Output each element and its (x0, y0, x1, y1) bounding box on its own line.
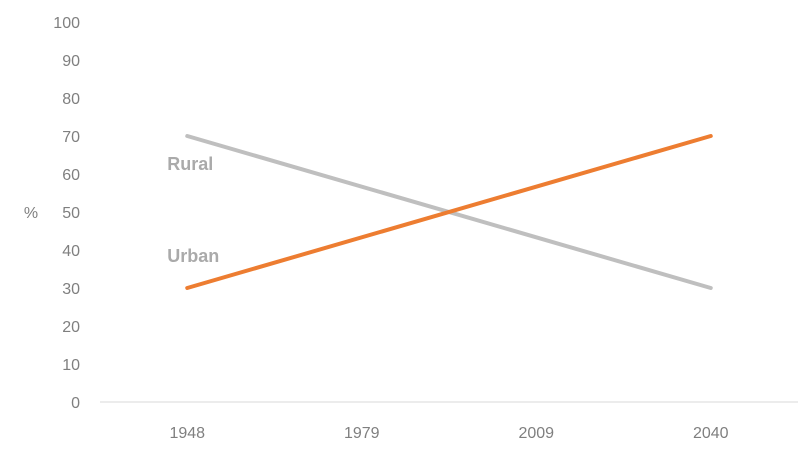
y-tick-label: 40 (62, 243, 80, 260)
x-tick-label: 1948 (169, 425, 205, 442)
y-tick-label: 0 (71, 395, 80, 412)
y-tick-label: 100 (53, 15, 80, 32)
y-tick-label: 30 (62, 281, 80, 298)
y-axis-label: % (24, 205, 38, 222)
y-tick-label: 80 (62, 91, 80, 108)
y-tick-labels: 0 10 20 30 40 50 60 70 80 90 100 (53, 15, 80, 412)
series-line-urban (185, 134, 713, 290)
y-tick-label: 10 (62, 357, 80, 374)
y-tick-label: 70 (62, 129, 80, 146)
y-tick-label: 50 (62, 205, 80, 222)
x-tick-labels: 1948 1979 2009 2040 (169, 425, 728, 442)
series-lines (185, 134, 713, 290)
x-tick-label: 1979 (344, 425, 380, 442)
series-label-urban: Urban (167, 246, 219, 266)
y-tick-label: 20 (62, 319, 80, 336)
series-labels: Rural Urban (167, 154, 219, 266)
x-tick-label: 2009 (518, 425, 554, 442)
series-label-rural: Rural (167, 154, 213, 174)
x-tick-label: 2040 (693, 425, 729, 442)
y-tick-label: 90 (62, 53, 80, 70)
y-tick-label: 60 (62, 167, 80, 184)
